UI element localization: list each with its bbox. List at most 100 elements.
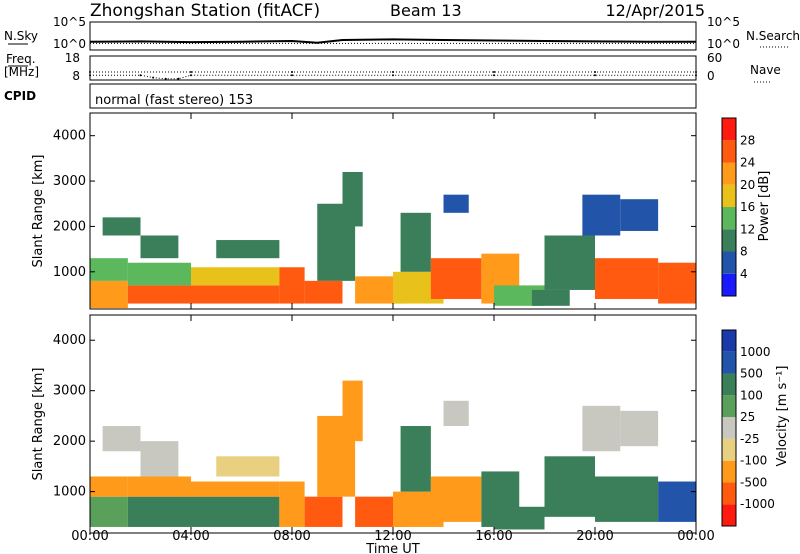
power-heatmap [90, 171, 696, 309]
velocity-colorbar-tick: 500 [740, 367, 763, 381]
x-axis-label: Time UT [365, 542, 419, 554]
velocity-cell [90, 476, 128, 497]
velocity-cell [140, 441, 179, 477]
x-tick-label: 16:00 [475, 529, 512, 544]
velocity-cell [102, 426, 141, 452]
velocity-cell [90, 496, 128, 527]
velocity-ytick-label: 3000 [53, 384, 86, 399]
nsky-panel-frame [89, 21, 697, 51]
nsky-label: N.Sky [4, 29, 38, 43]
power-colorbar-tick: 20 [740, 178, 755, 192]
power-colorbar-swatch [722, 184, 736, 207]
power-cell [544, 235, 595, 290]
power-colorbar: 28 24 20 16 12 8 4 [721, 117, 755, 297]
power-cell [127, 285, 191, 304]
x-tick-label: 08:00 [273, 529, 310, 544]
power-colorbar-swatch [722, 273, 736, 296]
power-cell [531, 289, 570, 306]
x-tick-label: 00:00 [71, 529, 108, 544]
velocity-cell [430, 476, 482, 522]
power-cell [216, 240, 280, 259]
nsky-tick-bottom: 10^0 [53, 37, 86, 51]
freq-point [177, 77, 180, 80]
power-colorbar-tick: 16 [740, 200, 755, 214]
x-tick-label: 20:00 [576, 529, 613, 544]
date-label: 12/Apr/2015 [605, 1, 705, 20]
power-colorbar-swatch [722, 251, 736, 274]
freq-point [291, 74, 293, 77]
nave-point [695, 71, 697, 73]
velocity-colorbar-swatch [722, 482, 736, 505]
velocity-cell [191, 496, 280, 527]
x-axis: 00:00 04:00 08:00 12:00 16:00 20:00 00:00 [71, 113, 715, 544]
velocity-colorbar-swatch [722, 460, 736, 483]
power-colorbar-tick: 4 [740, 267, 748, 281]
nave-label: Nave [750, 63, 781, 77]
velocity-colorbar-tick: 25 [740, 410, 755, 424]
velocity-colorbar-swatch [722, 395, 736, 418]
power-cell [304, 280, 343, 304]
power-colorbar-frame [721, 117, 737, 297]
power-yaxis: 4000 3000 2000 1000 [53, 129, 696, 280]
power-cell [595, 258, 659, 300]
power-colorbar-label: Power [dB] [757, 171, 772, 242]
station-title: Zhongshan Station (fitACF) [90, 1, 320, 21]
velocity-cell [595, 476, 659, 522]
power-cell [443, 194, 469, 213]
nsky-line [89, 38, 696, 44]
power-colorbar-tick: 28 [740, 133, 755, 147]
velocity-cell [191, 481, 280, 497]
velocity-colorbar-tick: 1000 [740, 345, 771, 359]
power-colorbar-swatch [722, 140, 736, 163]
nave-point [493, 71, 495, 73]
velocity-cell [216, 456, 280, 477]
velocity-colorbar: 1000 500 100 25 -25 -100 -500 -1000 [721, 329, 775, 527]
velocity-cell [658, 481, 696, 522]
power-colorbar-tick: 12 [740, 222, 755, 236]
nave-tick-top: 60 [707, 51, 722, 65]
power-cell [582, 194, 621, 236]
freq-panel-frame [89, 55, 697, 81]
velocity-cell [620, 410, 659, 447]
freq-tick-top: 18 [65, 51, 80, 65]
freq-label-line1: Freq. [6, 52, 36, 66]
power-cell [90, 280, 128, 309]
velocity-colorbar-swatch [722, 438, 736, 461]
power-cell [102, 217, 141, 236]
velocity-ytick-label: 2000 [53, 434, 86, 449]
velocity-yaxis: 4000 3000 2000 1000 [53, 333, 696, 500]
velocity-colorbar-tick: -25 [740, 432, 760, 446]
power-ylabel: Slant Range [km] [31, 155, 46, 268]
power-ytick-label: 2000 [53, 219, 86, 234]
velocity-cell [279, 481, 305, 527]
velocity-cell [494, 506, 545, 530]
power-ytick-label: 4000 [53, 129, 86, 144]
power-cell [191, 267, 280, 286]
velocity-cell [304, 496, 343, 527]
velocity-colorbar-frame [721, 329, 737, 527]
nave-point [190, 71, 192, 73]
freq-tick-bottom: 8 [72, 69, 80, 83]
velocity-cell [443, 400, 469, 427]
velocity-colorbar-tick: 100 [740, 388, 763, 402]
nave-tick-bottom: 0 [707, 69, 715, 83]
nsky-tick-top: 10^5 [53, 15, 86, 29]
velocity-cell [544, 456, 595, 517]
velocity-colorbar-tick: -1000 [740, 497, 775, 511]
velocity-cell [582, 405, 621, 452]
power-colorbar-swatch [722, 207, 736, 230]
nsearch-tick-top: 10^5 [707, 15, 740, 29]
velocity-colorbar-swatch [722, 373, 736, 396]
power-colorbar-swatch [722, 118, 736, 141]
power-cell [127, 262, 191, 286]
velocity-colorbar-swatch [722, 504, 736, 526]
power-colorbar-tick: 8 [740, 245, 748, 259]
power-cell [191, 285, 280, 304]
velocity-heatmap [90, 380, 696, 530]
nsky-series [89, 38, 696, 44]
freq-label-line2: [MHz] [4, 65, 39, 79]
power-cell [140, 235, 179, 259]
velocity-colorbar-tick: -100 [740, 454, 767, 468]
power-cell [658, 262, 696, 304]
